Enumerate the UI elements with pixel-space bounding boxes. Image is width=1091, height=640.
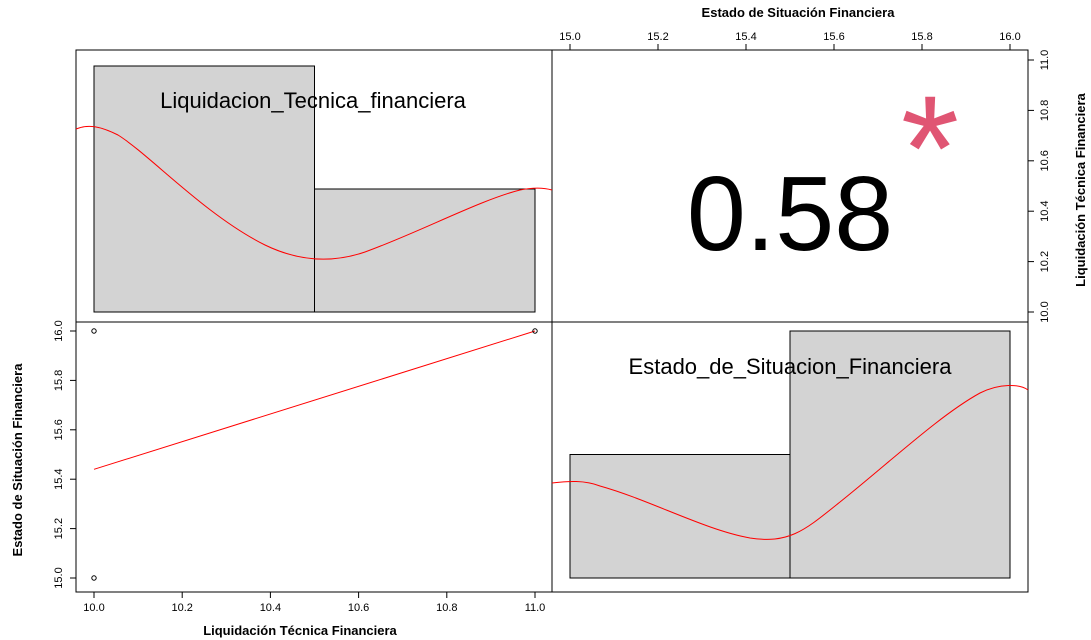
left-tick-label: 15.4 bbox=[53, 468, 65, 489]
left-tick-label: 15.0 bbox=[53, 567, 65, 588]
panel-bottom-left bbox=[75, 321, 553, 593]
top-tick-label: 15.6 bbox=[823, 31, 844, 43]
bottom-tick-label: 10.4 bbox=[260, 602, 281, 614]
bottom-tick-label: 10.0 bbox=[83, 602, 104, 614]
right-tick-label: 11.0 bbox=[1039, 50, 1051, 71]
right-tick-label: 10.8 bbox=[1039, 100, 1051, 121]
top-tick-label: 15.8 bbox=[911, 31, 932, 43]
right-tick-label: 10.2 bbox=[1039, 251, 1051, 272]
right-axis-title: Liquidación Técnica Financiera bbox=[1073, 92, 1088, 286]
histogram-bar-estado bbox=[789, 330, 1011, 579]
scatter-point bbox=[532, 328, 538, 334]
bottom-tick-label: 10.6 bbox=[348, 602, 369, 614]
right-tick-label: 10.6 bbox=[1039, 150, 1051, 171]
right-tick-label: 10.4 bbox=[1039, 200, 1051, 221]
left-tick-label: 15.2 bbox=[53, 518, 65, 539]
left-tick-label: 15.6 bbox=[53, 419, 65, 440]
top-tick-label: 15.0 bbox=[559, 31, 580, 43]
right-tick-label: 10.0 bbox=[1039, 301, 1051, 322]
bottom-tick-label: 10.2 bbox=[171, 602, 192, 614]
histogram-bar-estado bbox=[569, 454, 791, 579]
scatter-point bbox=[91, 328, 97, 334]
correlation-value: 0.58 bbox=[687, 155, 893, 273]
bottom-tick-label: 11.0 bbox=[525, 602, 546, 614]
top-tick-label: 15.4 bbox=[735, 31, 756, 43]
histogram-bar-liquidacion bbox=[314, 188, 536, 313]
left-tick-label: 15.8 bbox=[53, 370, 65, 391]
density-curve-estado bbox=[551, 385, 1029, 540]
scatter-point bbox=[91, 575, 97, 581]
variable-name-liquidacion: Liquidacion_Tecnica_financiera bbox=[160, 88, 467, 113]
top-tick-label: 15.2 bbox=[647, 31, 668, 43]
top-axis-title: Estado de Situación Financiera bbox=[702, 5, 896, 20]
bottom-tick-label: 10.8 bbox=[436, 602, 457, 614]
variable-name-estado: Estado_de_Situacion_Financiera bbox=[629, 354, 953, 379]
significance-star: * bbox=[901, 64, 959, 232]
bottom-axis-title: Liquidación Técnica Financiera bbox=[203, 623, 397, 638]
histogram-bar-liquidacion bbox=[93, 65, 315, 313]
panel-bottom-right bbox=[551, 321, 1029, 593]
left-tick-label: 16.0 bbox=[53, 320, 65, 341]
left-axis-title: Estado de Situación Financiera bbox=[10, 363, 25, 557]
density-curve-liquidacion bbox=[75, 125, 553, 260]
regression-line bbox=[93, 330, 536, 470]
top-tick-label: 16.0 bbox=[999, 31, 1020, 43]
